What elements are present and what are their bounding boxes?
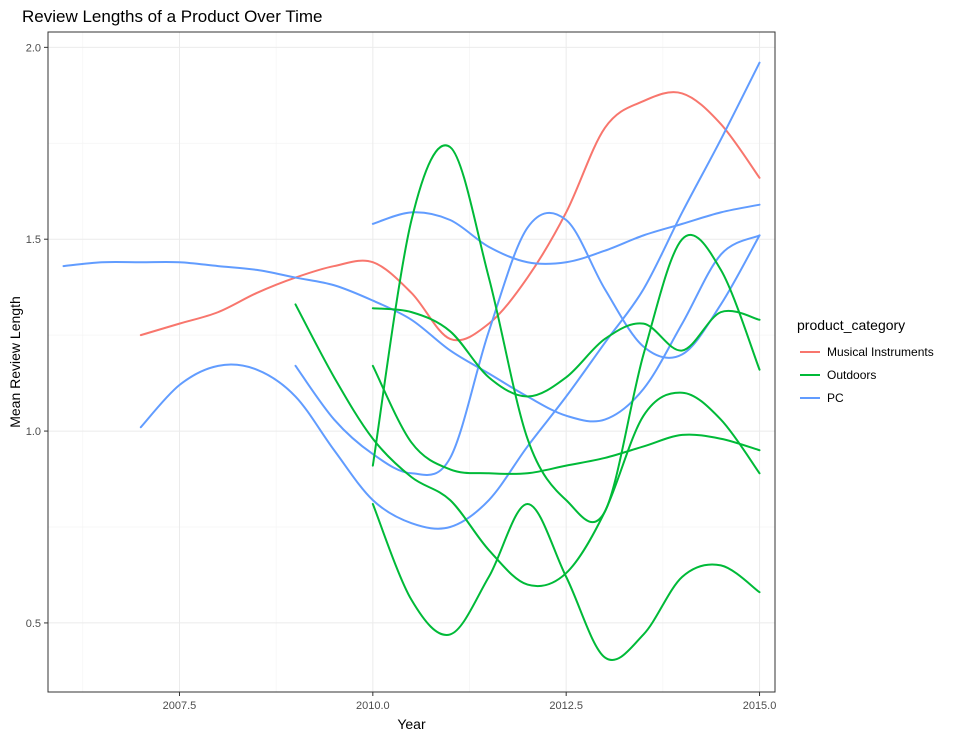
series-line-pc: [139, 61, 761, 530]
x-tick-label: 2015.0: [743, 700, 777, 712]
x-axis-title: Year: [397, 716, 426, 732]
plot-area: [47, 31, 776, 693]
series-line-outdoors: [371, 502, 761, 661]
series-line-outdoors: [371, 307, 761, 398]
y-tick-label: 1.5: [26, 234, 41, 246]
x-axis: 2007.5 2010.0 2012.5 2015.0: [163, 692, 777, 712]
y-tick-label: 2.0: [26, 42, 41, 54]
series-line-outdoors: [371, 364, 761, 476]
series-line-outdoors: [294, 303, 761, 588]
x-tick-label: 2010.0: [356, 700, 390, 712]
grid-lines: [48, 32, 775, 692]
legend-label: PC: [827, 391, 844, 405]
y-axis: 0.5 1.0 1.5 2.0: [26, 42, 48, 630]
series-line-musical-instruments: [139, 91, 761, 342]
plot-background: [48, 32, 775, 692]
legend-label: Musical Instruments: [827, 345, 934, 359]
legend-title: product_category: [797, 317, 905, 333]
plot-border: [47, 31, 776, 693]
y-axis-title: Mean Review Length: [7, 296, 23, 428]
legend-label: Outdoors: [827, 368, 876, 382]
y-tick-label: 1.0: [26, 426, 41, 438]
chart-title: Review Lengths of a Product Over Time: [22, 7, 322, 26]
legend: product_category Musical Instruments Outd…: [797, 317, 934, 405]
series-line-outdoors: [371, 144, 761, 524]
y-tick-label: 0.5: [26, 618, 41, 630]
x-tick-label: 2012.5: [549, 700, 583, 712]
series-lines: [62, 61, 761, 661]
legend-entries: Musical Instruments Outdoors PC: [800, 345, 934, 405]
series-line-pc: [62, 234, 761, 423]
series-line-pc: [371, 203, 761, 265]
x-tick-label: 2007.5: [163, 700, 197, 712]
